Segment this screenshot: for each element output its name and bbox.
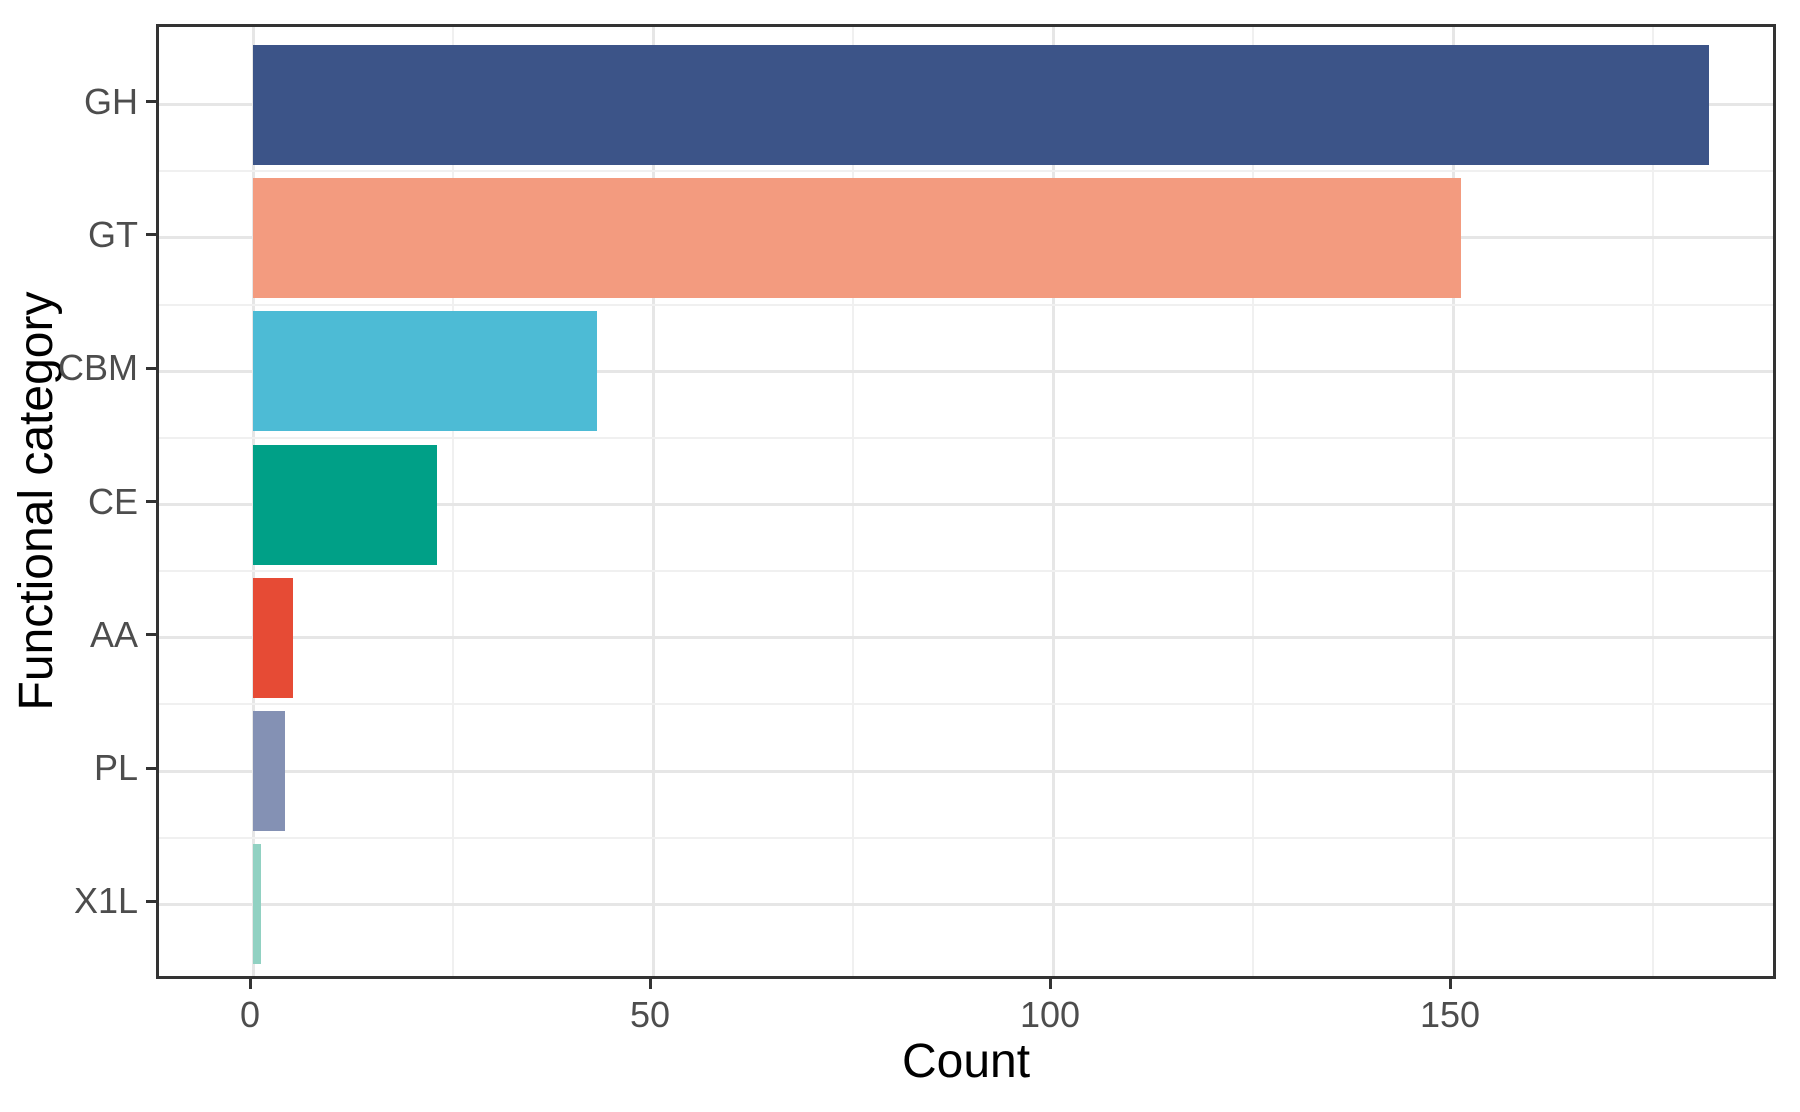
y-tick-label-AA: AA bbox=[89, 613, 138, 655]
gridline-horizontal-major bbox=[159, 369, 1773, 373]
x-tick-label: 100 bbox=[1019, 994, 1081, 1035]
bar-PL bbox=[253, 711, 285, 832]
gridline-vertical-minor bbox=[452, 27, 454, 976]
x-axis-title: Count bbox=[901, 1035, 1031, 1088]
gridline-horizontal-major bbox=[159, 636, 1773, 640]
gridline-horizontal-major bbox=[159, 902, 1773, 906]
y-tick-mark bbox=[146, 899, 156, 903]
gridline-horizontal-minor bbox=[159, 570, 1773, 573]
gridline-horizontal-minor bbox=[159, 703, 1773, 706]
y-tick-mark bbox=[146, 633, 156, 637]
y-tick-mark bbox=[146, 100, 156, 104]
gridline-vertical-major bbox=[651, 27, 655, 976]
gridline-vertical-major bbox=[1451, 27, 1455, 976]
gridline-horizontal-minor bbox=[159, 436, 1773, 439]
bar-AA bbox=[253, 577, 293, 698]
x-tick-label: 0 bbox=[239, 994, 261, 1035]
gridline-vertical-major bbox=[1051, 27, 1055, 976]
x-tick-label: 50 bbox=[629, 994, 671, 1035]
gridline-vertical-minor bbox=[1652, 27, 1654, 976]
gridline-horizontal-minor bbox=[159, 303, 1773, 306]
gridline-vertical-minor bbox=[852, 27, 854, 976]
y-tick-label-CBM: CBM bbox=[58, 347, 138, 389]
x-tick-mark bbox=[248, 979, 252, 989]
plot-panel bbox=[156, 24, 1776, 979]
bar-X1L bbox=[253, 844, 261, 965]
bar-CBM bbox=[253, 311, 597, 432]
bar-CE bbox=[253, 444, 437, 565]
y-axis-title: Functional category bbox=[10, 291, 63, 711]
y-tick-label-X1L: X1L bbox=[73, 880, 138, 922]
x-tick-label: 150 bbox=[1419, 994, 1481, 1035]
x-tick-mark bbox=[1048, 979, 1052, 989]
x-tick-mark bbox=[648, 979, 652, 989]
gridline-vertical-minor bbox=[1252, 27, 1254, 976]
gridline-horizontal-minor bbox=[159, 170, 1773, 173]
y-tick-mark bbox=[146, 366, 156, 370]
y-tick-mark bbox=[146, 233, 156, 237]
y-tick-label-CE: CE bbox=[87, 480, 138, 522]
y-tick-label-GH: GH bbox=[84, 80, 138, 122]
bar-GT bbox=[253, 177, 1461, 298]
gridline-horizontal-major bbox=[159, 769, 1773, 773]
gridline-horizontal-minor bbox=[159, 836, 1773, 839]
y-tick-label-PL: PL bbox=[93, 747, 138, 789]
x-tick-mark bbox=[1448, 979, 1452, 989]
gridline-horizontal-major bbox=[159, 503, 1773, 506]
y-tick-mark bbox=[146, 766, 156, 770]
y-tick-mark bbox=[146, 500, 156, 503]
bar-GH bbox=[253, 44, 1709, 165]
y-tick-label-GT: GT bbox=[88, 213, 138, 255]
